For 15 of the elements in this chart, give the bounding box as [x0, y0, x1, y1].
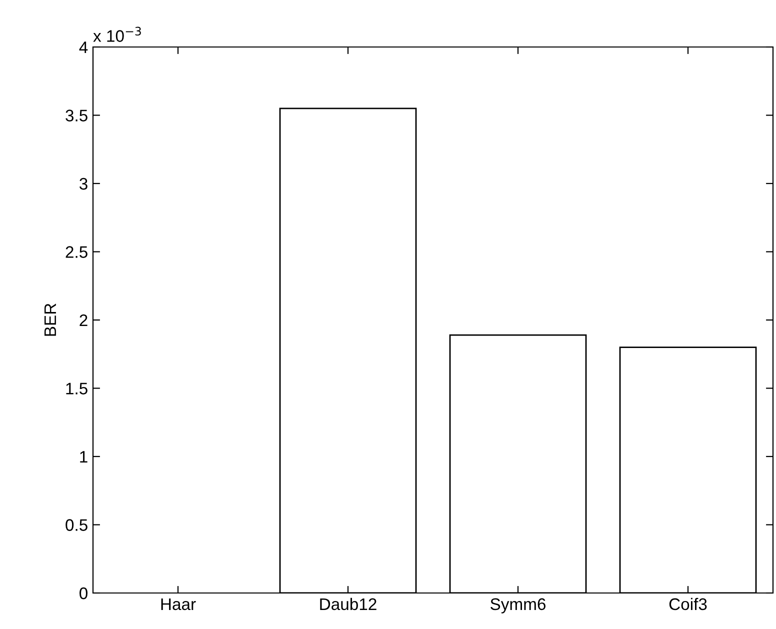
y-tick-label: 1.5 — [66, 382, 88, 394]
x-tick-label: Symm6 — [490, 598, 546, 614]
y-tick-label: 2.5 — [66, 246, 88, 258]
x-tick-label: Haar — [161, 598, 196, 610]
y-tick-label: 3 — [80, 178, 88, 190]
y-tick-label: 1 — [80, 451, 88, 463]
y-tick-label: 3.5 — [66, 110, 88, 122]
y-tick-label: 0.5 — [66, 519, 88, 531]
y-axis-title: BER — [44, 304, 56, 336]
y-tick-label: 4 — [79, 42, 88, 54]
x-tick-label: Daub12 — [320, 598, 376, 610]
text: x 10$^{−3}$ — [93, 26, 141, 42]
y-tick-label: 2 — [80, 314, 88, 326]
y-tick-label: 0 — [80, 587, 88, 600]
x-tick-label: Coif3 — [669, 598, 707, 610]
